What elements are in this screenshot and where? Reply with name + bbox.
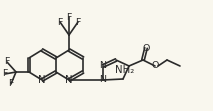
Text: F: F <box>66 13 72 22</box>
Text: O: O <box>142 44 150 53</box>
Text: NH₂: NH₂ <box>115 65 135 75</box>
Text: F: F <box>57 18 63 27</box>
Text: N: N <box>65 75 73 85</box>
Text: F: F <box>75 18 81 27</box>
Text: N: N <box>99 75 106 84</box>
Text: F: F <box>8 79 14 88</box>
Text: F: F <box>4 57 10 66</box>
Text: N: N <box>99 61 106 70</box>
Text: F: F <box>2 69 8 78</box>
Text: N: N <box>38 75 46 85</box>
Text: O: O <box>151 61 159 70</box>
